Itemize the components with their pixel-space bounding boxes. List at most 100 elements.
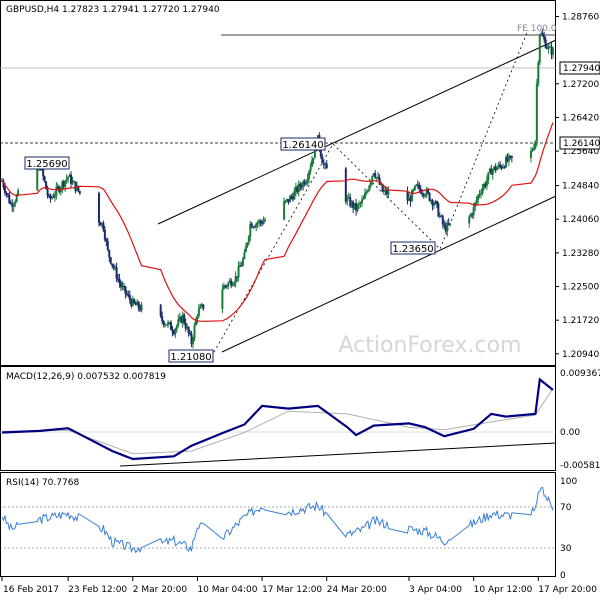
candle-body [293, 191, 296, 200]
macd-title: MACD(12,26,9) 0.007532 0.007819 [6, 372, 166, 382]
time-tick-label: 23 Feb 12:00 [68, 585, 127, 595]
candle-body [244, 246, 247, 253]
candle-body [56, 186, 59, 188]
candle-body [288, 196, 291, 203]
candle-body [484, 183, 487, 187]
candle-body [111, 263, 114, 266]
time-tick-label: 17 Mar 12:00 [262, 585, 322, 595]
candle-body [468, 216, 471, 224]
candle-body [237, 266, 240, 278]
fe-100-label: FE 100.0 [517, 24, 557, 34]
price-tick-label: 1.23280 [562, 249, 599, 259]
candle-body [72, 181, 75, 183]
candle-body [313, 146, 316, 158]
candle-body [200, 304, 203, 307]
candle-body [118, 278, 121, 284]
candle-body [324, 163, 327, 166]
candle-body [112, 265, 115, 268]
candle-body [374, 173, 377, 178]
candle-body [194, 318, 197, 326]
candle-body [230, 280, 233, 286]
candle-body [344, 168, 347, 202]
candle-body [99, 222, 102, 226]
candle-body [488, 168, 491, 173]
candle-body [106, 241, 109, 250]
candle-body [183, 314, 186, 324]
candle-body [425, 189, 428, 196]
candle-body [322, 163, 325, 166]
candle-body [432, 204, 435, 206]
candle-body [507, 155, 510, 162]
candle-body [125, 293, 128, 295]
candle-body [190, 333, 193, 345]
candle-body [472, 206, 475, 216]
candle-body [134, 302, 137, 306]
candle-body [372, 173, 375, 176]
candle-body [102, 222, 105, 230]
candle-body [225, 285, 228, 287]
candle-body [233, 282, 236, 285]
candle-body [355, 203, 358, 211]
candle-body [503, 166, 506, 168]
price-tick-label: 1.26420 [562, 113, 599, 123]
candle-body [369, 181, 372, 186]
candle-body [305, 182, 308, 185]
candle-body [291, 196, 294, 200]
candle-body [352, 201, 355, 209]
candle-body [385, 189, 388, 195]
time-tick-label: 2 Mar 20:00 [133, 585, 188, 595]
macd-panel-frame [0, 366, 556, 471]
candle-body [424, 195, 427, 197]
svg-text:0.009367: 0.009367 [560, 369, 600, 379]
candle-body [384, 189, 387, 191]
candle-body [541, 33, 544, 37]
candle-body [283, 201, 286, 220]
svg-text:1.23650: 1.23650 [392, 244, 433, 255]
candle-body [325, 163, 328, 169]
svg-text:-0.005819: -0.005819 [560, 461, 600, 471]
candle-body [437, 204, 440, 217]
candle-body [174, 328, 177, 335]
candle-body [538, 34, 541, 63]
candle-body [169, 322, 172, 330]
candle-body [286, 199, 289, 201]
candle-body [228, 280, 231, 283]
time-tick-label: 10 Apr 12:00 [474, 585, 533, 595]
candle-body [306, 178, 309, 183]
label-125690: 1.25690 [24, 156, 70, 170]
candle-body [164, 324, 167, 326]
candle-body [493, 166, 496, 170]
candle-body [256, 223, 259, 225]
time-tick-label: 3 Apr 04:00 [409, 585, 462, 595]
rsi-title: RSI(14) 70.7768 [6, 478, 79, 488]
candle-body [441, 216, 444, 225]
candle-body [2, 180, 5, 188]
candle-body [365, 191, 368, 194]
candle-body [78, 191, 81, 194]
candle-body [64, 180, 67, 187]
price-header: GBPUSD,H4 1.27823 1.27941 1.27720 1.2794… [6, 5, 220, 15]
macd-support-line [119, 442, 557, 467]
candle-body [287, 199, 290, 203]
candle-body [177, 319, 180, 326]
candle-body [159, 304, 162, 317]
candle-body [49, 195, 52, 199]
candle-body [550, 46, 553, 55]
candle-body [231, 284, 234, 286]
candle-body [189, 333, 192, 335]
candle-body [193, 325, 196, 339]
candle-body [202, 304, 205, 310]
candle-body [537, 62, 540, 84]
svg-text:1.27940: 1.27940 [563, 64, 600, 74]
candle-body [120, 283, 123, 288]
candle-body [381, 184, 384, 192]
candle-body [250, 223, 253, 228]
candle-body [3, 187, 6, 193]
candle-body [114, 267, 117, 269]
candle-body [435, 201, 438, 205]
candle-body [434, 201, 437, 205]
candle-body [165, 324, 168, 326]
candle-body [261, 222, 264, 225]
svg-text:GBPUSD,H4 1.27823 1.27941 1.27: GBPUSD,H4 1.27823 1.27941 1.27720 1.2794… [6, 5, 220, 15]
